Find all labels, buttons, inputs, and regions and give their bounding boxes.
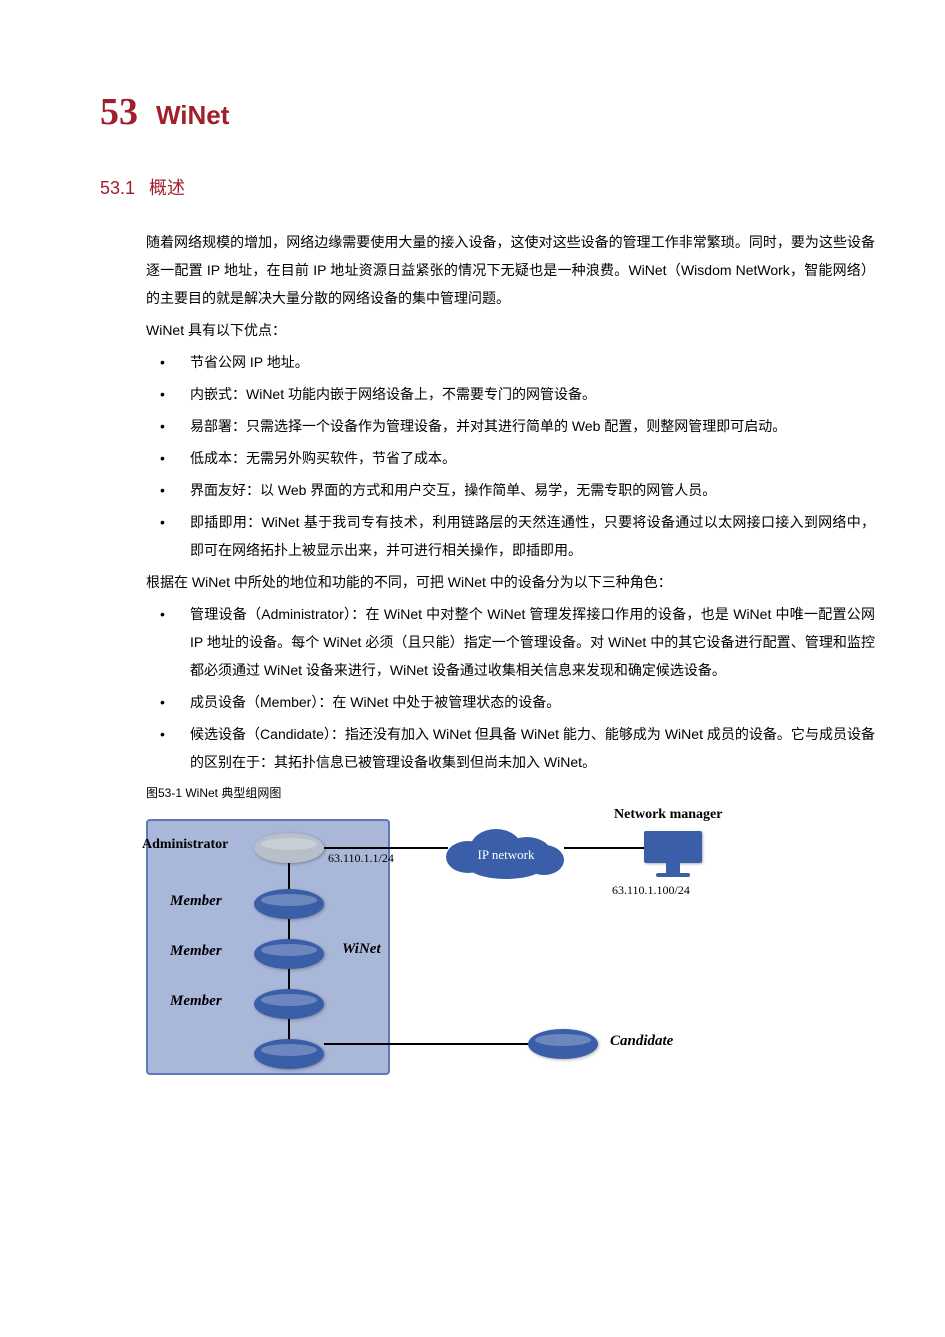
label-member: Member <box>170 893 222 910</box>
list-item: 候选设备（Candidate）：指还没有加入 WiNet 但具备 WiNet 能… <box>146 720 875 776</box>
switch-icon <box>254 889 324 919</box>
label-winet: WiNet <box>342 941 381 958</box>
cloud-icon: IP network <box>446 827 566 883</box>
chapter-number: 53 <box>100 90 138 134</box>
label-network-manager: Network manager <box>614 807 722 823</box>
label-administrator: Administrator <box>142 837 228 853</box>
cloud-label: IP network <box>446 847 566 863</box>
monitor-icon <box>644 831 702 875</box>
list-item: 管理设备（Administrator）：在 WiNet 中对整个 WiNet 管… <box>146 600 875 684</box>
chapter-title: WiNet <box>156 100 229 131</box>
paragraph-advantages-lead: WiNet 具有以下优点： <box>146 316 875 344</box>
switch-icon <box>528 1029 598 1059</box>
list-item: 易部署：只需选择一个设备作为管理设备，并对其进行简单的 Web 配置，则整网管理… <box>146 412 875 440</box>
wire <box>564 847 644 849</box>
label-candidate: Candidate <box>610 1033 673 1050</box>
wire <box>324 1043 530 1045</box>
label-member: Member <box>170 943 222 960</box>
roles-list: 管理设备（Administrator）：在 WiNet 中对整个 WiNet 管… <box>146 600 875 776</box>
section-header: 53.1 概述 <box>100 174 875 200</box>
switch-icon <box>254 939 324 969</box>
paragraph-roles-lead: 根据在 WiNet 中所处的地位和功能的不同，可把 WiNet 中的设备分为以下… <box>146 568 875 596</box>
wire <box>324 847 448 849</box>
section-number: 53.1 <box>100 178 135 199</box>
network-diagram: IP network Administrator Member Member M… <box>146 813 766 1093</box>
list-item: 成员设备（Member）：在 WiNet 中处于被管理状态的设备。 <box>146 688 875 716</box>
label-member: Member <box>170 993 222 1010</box>
list-item: 界面友好：以 Web 界面的方式和用户交互，操作简单、易学，无需专职的网管人员。 <box>146 476 875 504</box>
list-item: 节省公网 IP 地址。 <box>146 348 875 376</box>
list-item: 即插即用：WiNet 基于我司专有技术，利用链路层的天然连通性，只要将设备通过以… <box>146 508 875 564</box>
label-ip-nm: 63.110.1.100/24 <box>612 883 690 898</box>
paragraph-intro: 随着网络规模的增加，网络边缘需要使用大量的接入设备，这使对这些设备的管理工作非常… <box>146 228 875 312</box>
router-icon <box>254 833 324 863</box>
label-ip-admin: 63.110.1.1/24 <box>328 851 394 866</box>
switch-icon <box>254 1039 324 1069</box>
figure-caption: 图53-1 WiNet 典型组网图 <box>146 784 875 801</box>
list-item: 低成本：无需另外购买软件，节省了成本。 <box>146 444 875 472</box>
figure-caption-text: 图53-1 WiNet 典型组网图 <box>146 786 281 800</box>
switch-icon <box>254 989 324 1019</box>
list-item: 内嵌式：WiNet 功能内嵌于网络设备上，不需要专门的网管设备。 <box>146 380 875 408</box>
advantages-list: 节省公网 IP 地址。 内嵌式：WiNet 功能内嵌于网络设备上，不需要专门的网… <box>146 348 875 564</box>
chapter-header: 53 WiNet <box>100 90 875 134</box>
section-title: 概述 <box>149 174 185 200</box>
